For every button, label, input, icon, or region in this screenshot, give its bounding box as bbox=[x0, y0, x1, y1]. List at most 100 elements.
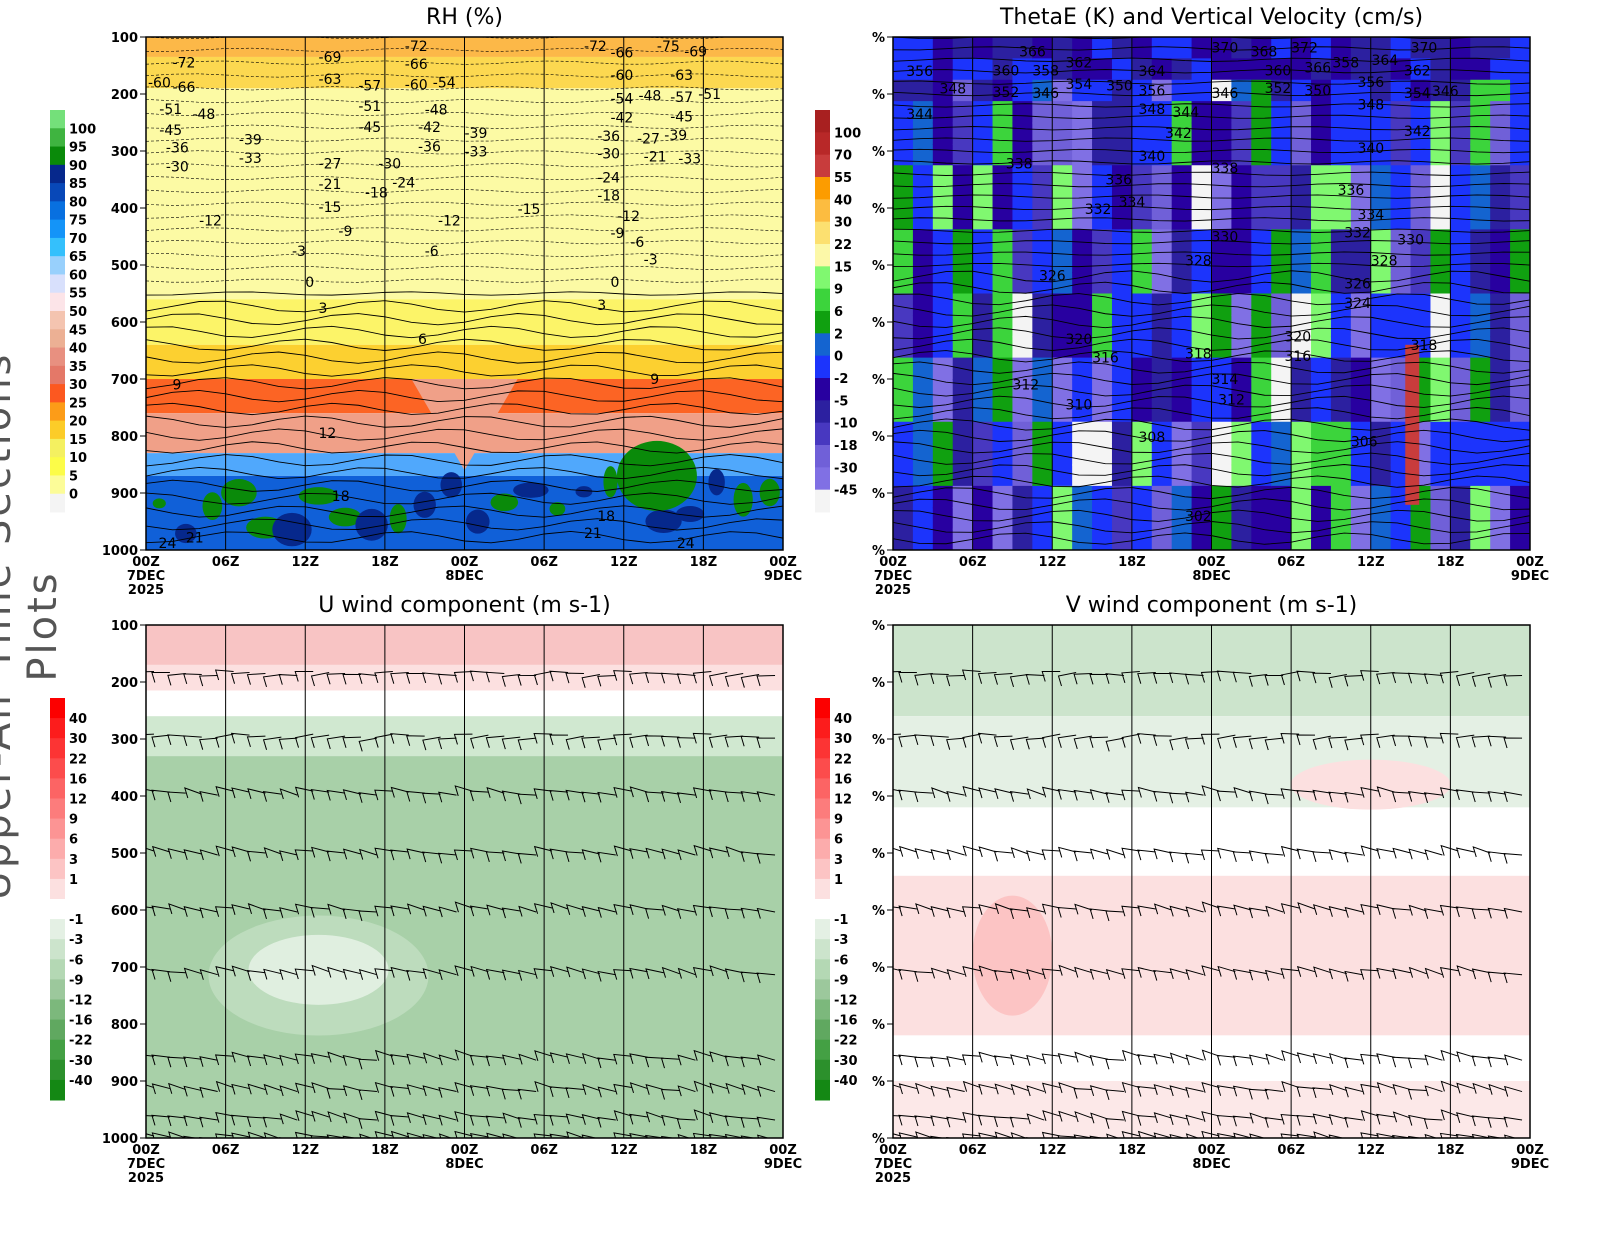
wind-barb bbox=[533, 903, 553, 914]
cell bbox=[1251, 357, 1273, 380]
wind-barb bbox=[246, 850, 266, 862]
cell bbox=[1131, 122, 1153, 145]
cell bbox=[1092, 37, 1113, 60]
contour-label: 330 bbox=[1212, 230, 1239, 246]
cell bbox=[1052, 357, 1074, 380]
wind-barb bbox=[914, 971, 933, 982]
wind-barb bbox=[1328, 1114, 1347, 1125]
cell bbox=[1510, 272, 1530, 295]
wind-barb bbox=[581, 1114, 600, 1125]
cell bbox=[1211, 37, 1233, 60]
wind-barb bbox=[1503, 1085, 1523, 1097]
x-tick-label: 18Z bbox=[1437, 1143, 1465, 1158]
cell bbox=[1052, 122, 1074, 145]
wind-barb bbox=[709, 965, 728, 977]
wind-barb bbox=[1058, 1082, 1077, 1094]
wind-barb bbox=[898, 905, 917, 917]
cell bbox=[1072, 379, 1094, 402]
blob bbox=[152, 498, 166, 509]
wind-barb bbox=[1137, 905, 1156, 917]
wind-barb bbox=[1185, 1086, 1204, 1098]
cell bbox=[1490, 58, 1512, 81]
x-tick-label: 12Z bbox=[610, 1143, 638, 1158]
colorbar-box bbox=[815, 221, 830, 245]
wind-barb bbox=[993, 672, 1013, 685]
wind-barb bbox=[709, 1082, 728, 1094]
contour-label: 344 bbox=[1172, 105, 1199, 121]
cell bbox=[1311, 400, 1332, 423]
x-tick-label: 00Z bbox=[132, 555, 160, 570]
wind-barb bbox=[310, 846, 330, 858]
cell bbox=[1251, 208, 1273, 231]
cell bbox=[1291, 336, 1313, 359]
wind-barb bbox=[724, 1133, 744, 1138]
wind-barb bbox=[1248, 1088, 1268, 1100]
cell bbox=[992, 528, 1014, 550]
wind-barb bbox=[1280, 968, 1300, 979]
cell bbox=[1390, 507, 1412, 530]
wind-barb bbox=[1041, 849, 1061, 861]
cell bbox=[1370, 528, 1392, 550]
cell bbox=[1092, 208, 1113, 231]
wind-barb bbox=[1073, 735, 1093, 750]
cell bbox=[1012, 464, 1034, 487]
cell bbox=[1052, 79, 1074, 103]
blob bbox=[465, 509, 490, 534]
wind-barb bbox=[724, 968, 744, 980]
cell bbox=[1072, 165, 1094, 188]
contour-label: -33 bbox=[465, 145, 488, 161]
cell bbox=[1191, 122, 1213, 145]
cell bbox=[1052, 250, 1074, 274]
x-tick-date: 7DEC bbox=[874, 569, 912, 584]
cell bbox=[932, 528, 954, 550]
colorbar-label: 55 bbox=[69, 287, 87, 302]
contour-label: -57 bbox=[358, 78, 381, 94]
wind-barb bbox=[422, 968, 441, 980]
wind-barb bbox=[390, 1130, 409, 1138]
cell bbox=[972, 336, 994, 359]
contour-label: 370 bbox=[1411, 40, 1438, 56]
cell bbox=[1251, 229, 1273, 252]
cell bbox=[1111, 250, 1133, 274]
wind-barb bbox=[183, 967, 202, 979]
wind-barb bbox=[1153, 1112, 1172, 1124]
cell bbox=[1111, 293, 1133, 316]
cell bbox=[992, 186, 1014, 209]
cell bbox=[1271, 400, 1293, 423]
wind-barb bbox=[294, 1131, 314, 1138]
wind-barb bbox=[962, 845, 981, 857]
cell bbox=[1231, 336, 1253, 359]
wind-barb bbox=[1328, 968, 1347, 980]
cell bbox=[893, 37, 914, 60]
wind-barb bbox=[1503, 737, 1523, 749]
wind-barb bbox=[1089, 1135, 1105, 1138]
cell bbox=[1111, 165, 1133, 188]
x-tick-label: 12Z bbox=[1357, 555, 1385, 570]
wind-barb bbox=[151, 671, 170, 683]
wind-barb bbox=[1121, 1110, 1140, 1122]
cell bbox=[1231, 464, 1253, 487]
wind-barb bbox=[581, 736, 600, 749]
contour-label: -48 bbox=[638, 89, 661, 105]
contour-line bbox=[146, 37, 736, 39]
wind-barb bbox=[215, 733, 234, 748]
wind-barb bbox=[327, 1111, 346, 1123]
wind-barb bbox=[1280, 1113, 1300, 1125]
cell bbox=[893, 272, 914, 295]
cell bbox=[1410, 101, 1432, 124]
cell bbox=[1032, 400, 1054, 423]
wind-barb bbox=[1200, 849, 1220, 861]
wind-barb bbox=[613, 904, 632, 915]
x-tick-label: 00Z bbox=[132, 1143, 160, 1158]
cell bbox=[1271, 293, 1293, 316]
y-tick-label: % bbox=[872, 619, 885, 634]
wind-barb bbox=[693, 1080, 712, 1092]
wind-barb bbox=[1264, 737, 1284, 751]
colorbar-label: -16 bbox=[834, 1014, 858, 1029]
wind-barb bbox=[898, 789, 917, 801]
wind-barb bbox=[1057, 671, 1077, 687]
wind-barb bbox=[660, 672, 680, 684]
wind-barb bbox=[533, 788, 553, 799]
wind-barb bbox=[961, 906, 981, 917]
wind-barb bbox=[893, 733, 901, 736]
